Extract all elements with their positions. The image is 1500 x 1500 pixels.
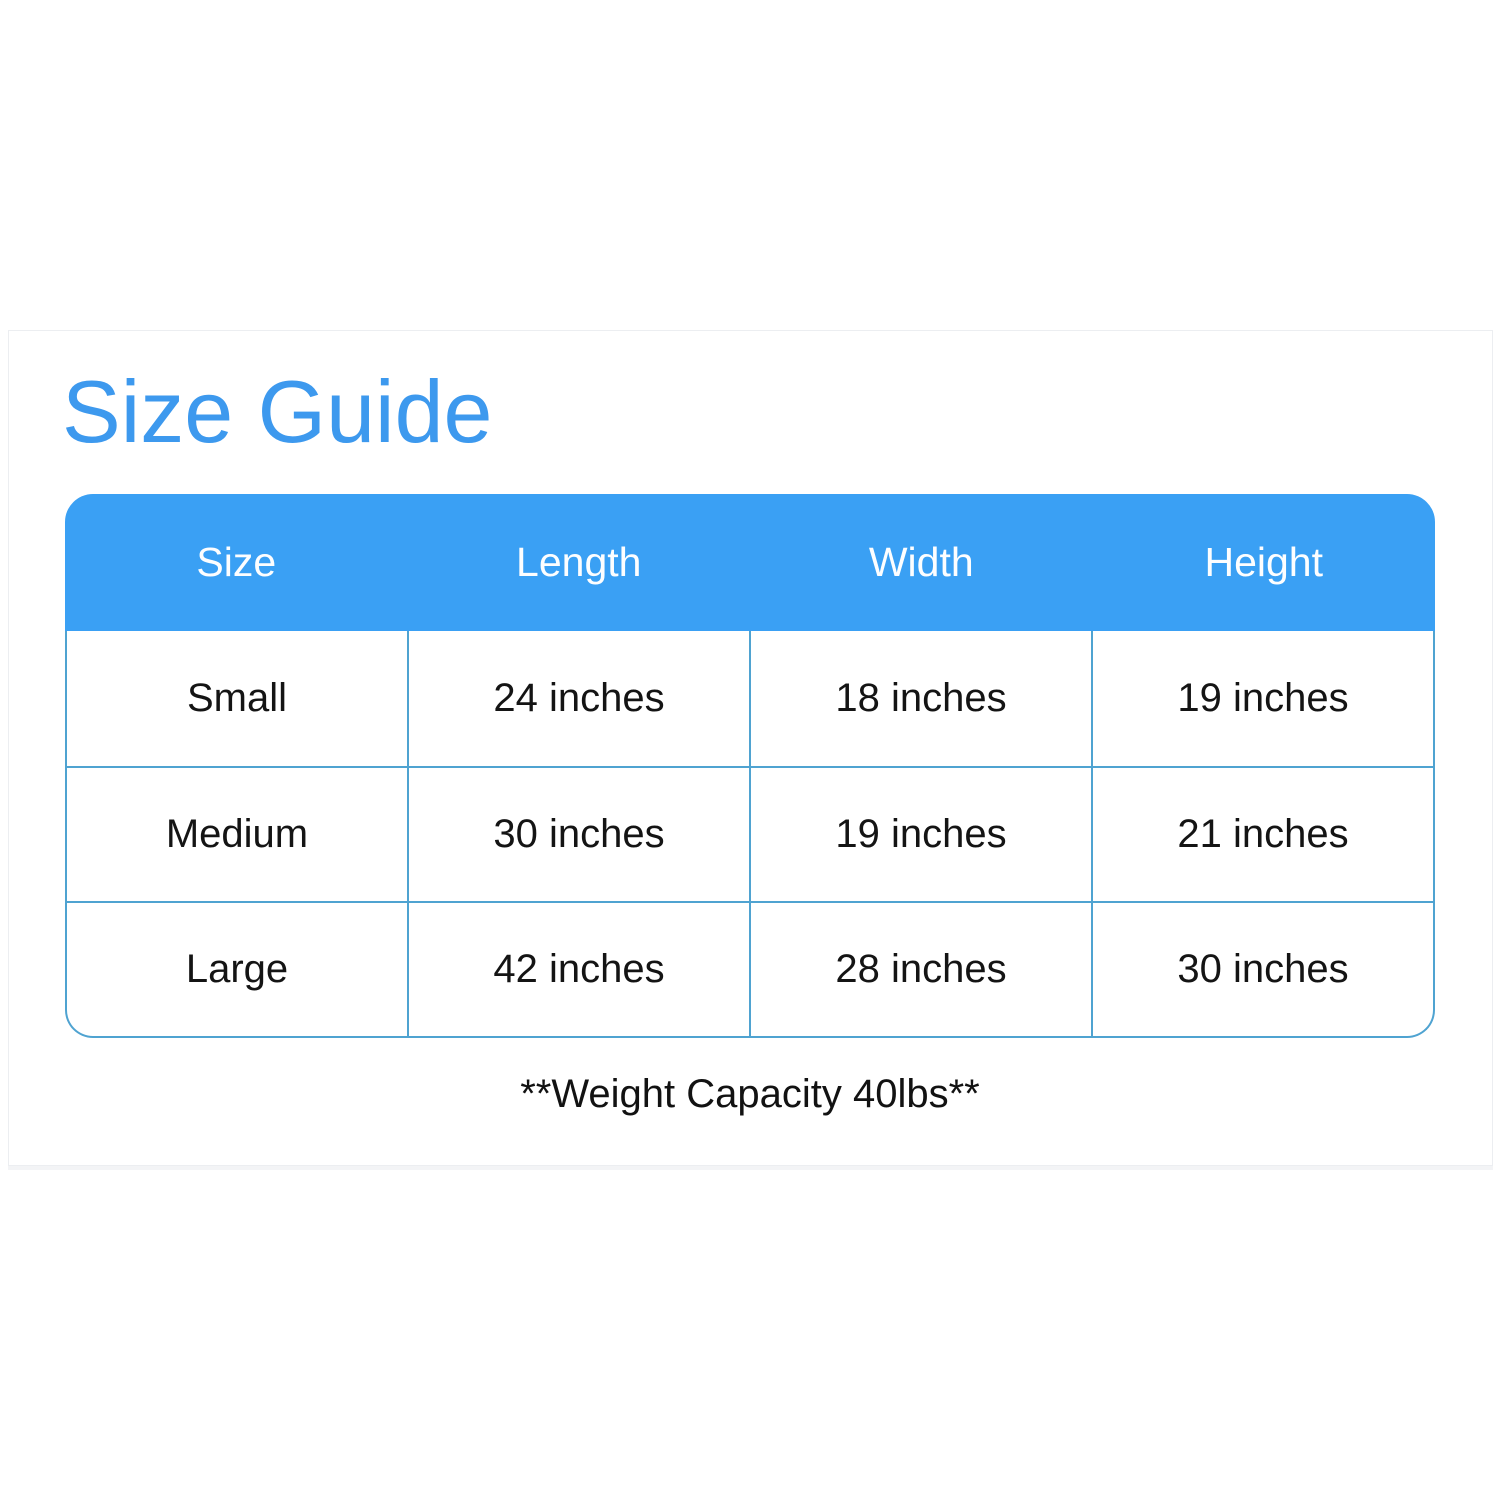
column-header-width: Width [868,539,974,585]
page-title: Size Guide [62,362,493,461]
column-header-size: Size [196,539,277,585]
weight-capacity-note: **Weight Capacity 40lbs** [520,1072,980,1116]
cell-medium-size: Medium [67,768,409,901]
cell-medium-height: 21 inches [1177,812,1349,856]
cell-large-length: 42 inches [409,903,751,1036]
column-header-length: Length [516,539,642,585]
table-row-large: Large 42 inches 28 inches 30 inches [67,901,1433,1036]
column-header-height: Height [1204,539,1323,585]
cell-large-width: 28 inches [751,903,1093,1036]
cell-large-size: Large [67,903,409,1036]
cell-small-height: 19 inches [1177,676,1349,720]
size-guide-table: Size Length Width Height Small 24 inches… [65,494,1435,1038]
cell-small-length: 24 inches [409,631,751,766]
table-row-small: Small 24 inches 18 inches 19 inches [67,631,1433,766]
cell-medium-width: 19 inches [751,768,1093,901]
table-header-row: Size Length Width Height [65,494,1435,631]
table-body: Small 24 inches 18 inches 19 inches Medi… [65,631,1435,1038]
cell-large-height: 30 inches [1177,947,1349,991]
cell-medium-length: 30 inches [409,768,751,901]
table-row-medium: Medium 30 inches 19 inches 21 inches [67,766,1433,901]
cell-small-width: 18 inches [751,631,1093,766]
cell-small-size: Small [67,631,409,766]
